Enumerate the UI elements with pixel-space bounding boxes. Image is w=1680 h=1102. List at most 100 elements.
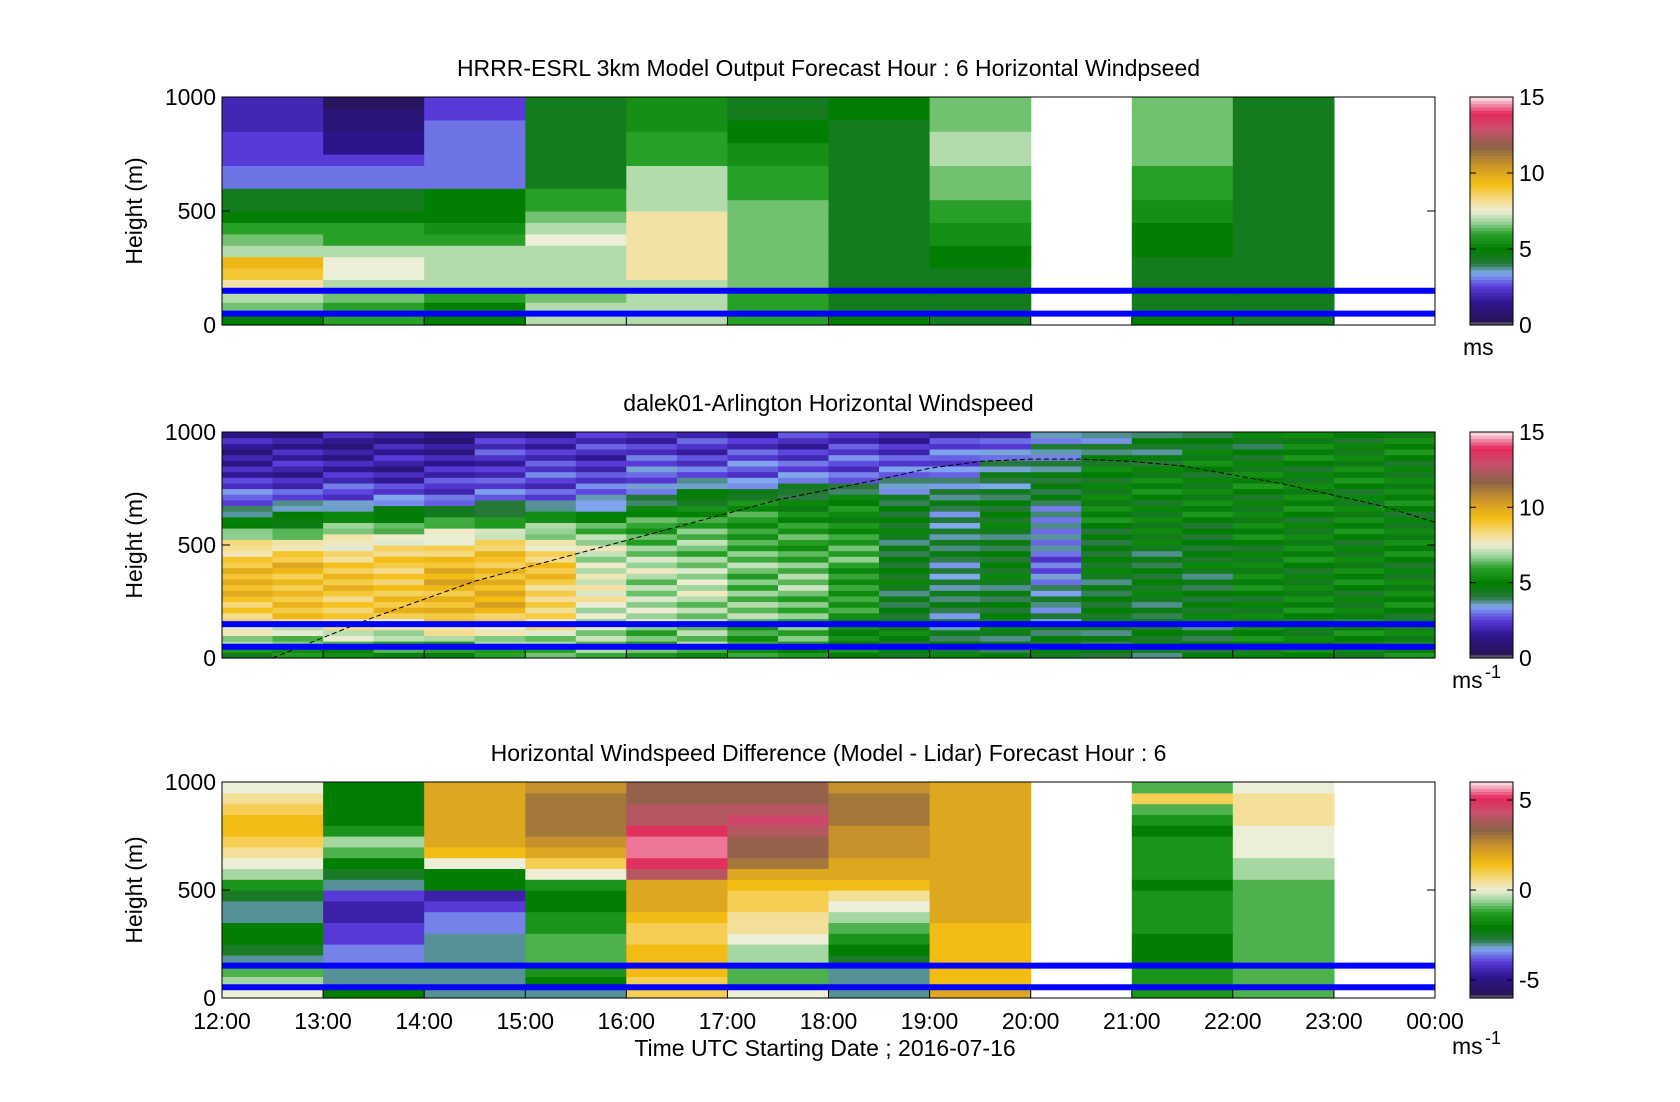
heatmap-cell xyxy=(626,545,678,552)
colorbar-swatch xyxy=(1470,899,1513,903)
heatmap-cell xyxy=(980,635,1032,642)
heatmap-cell xyxy=(727,601,779,608)
heatmap-cell xyxy=(929,477,981,484)
colorbar-swatch xyxy=(1470,233,1513,238)
heatmap-cell xyxy=(980,516,1032,523)
heatmap-cell xyxy=(1283,601,1335,608)
heatmap-cell xyxy=(373,584,425,591)
heatmap-cell xyxy=(1283,432,1335,439)
heatmap-cell xyxy=(575,646,627,653)
heatmap-cell xyxy=(828,448,880,456)
heatmap-cell xyxy=(1384,443,1436,450)
heatmap-cell xyxy=(575,567,627,574)
heatmap-cell xyxy=(525,505,577,512)
heatmap-cell xyxy=(373,505,425,512)
heatmap-cell xyxy=(1131,646,1183,653)
heatmap-cell xyxy=(373,494,425,501)
heatmap-cell xyxy=(879,505,931,512)
heatmap-cell xyxy=(626,624,678,631)
heatmap-cell xyxy=(424,578,476,586)
heatmap-cell xyxy=(424,814,526,826)
heatmap-cell xyxy=(1131,465,1183,473)
heatmap-cell xyxy=(727,119,830,132)
heatmap-cell xyxy=(1232,857,1335,869)
heatmap-cell xyxy=(879,465,931,473)
colorbar-swatch xyxy=(1470,162,1513,166)
heatmap-cell xyxy=(222,954,324,967)
colorbar-swatch xyxy=(1470,551,1513,556)
colorbar-swatch xyxy=(1470,214,1513,219)
heatmap-cell xyxy=(272,460,324,467)
heatmap-cell xyxy=(626,556,678,563)
heatmap-cell xyxy=(1232,154,1335,166)
heatmap-cell xyxy=(525,528,577,535)
heatmap-cell xyxy=(879,612,931,620)
heatmap-cell xyxy=(424,516,476,523)
heatmap-cell xyxy=(424,131,526,144)
heatmap-cell xyxy=(1283,573,1335,580)
heatmap-cell xyxy=(1131,482,1183,490)
heatmap-cell xyxy=(1182,460,1234,467)
heatmap-cell xyxy=(676,545,728,552)
colorbar-swatch xyxy=(1470,217,1513,222)
heatmap-cell xyxy=(474,635,526,642)
heatmap-cell xyxy=(525,482,577,490)
heatmap-cell xyxy=(1081,511,1133,518)
colorbar-swatch xyxy=(1470,119,1513,124)
heatmap-cell xyxy=(1333,562,1385,569)
heatmap-cell xyxy=(272,465,324,473)
heatmap-cell xyxy=(1081,443,1133,450)
colorbar-swatch xyxy=(1470,292,1513,297)
heatmap-cell xyxy=(1131,652,1183,659)
heatmap-cell xyxy=(980,477,1032,484)
heatmap-cell xyxy=(323,857,425,869)
heatmap-cell xyxy=(929,944,1032,956)
heatmap-cell xyxy=(727,211,830,223)
heatmap-cell xyxy=(1384,601,1436,608)
heatmap-cell xyxy=(828,488,880,495)
heatmap-cell xyxy=(879,601,931,608)
heatmap-cell xyxy=(575,573,627,580)
heatmap-cell xyxy=(828,471,880,478)
heatmap-cell xyxy=(525,573,577,580)
heatmap-cell xyxy=(272,448,324,456)
heatmap-cell xyxy=(676,465,728,473)
heatmap-cell xyxy=(1232,944,1335,956)
heatmap-cell xyxy=(828,533,880,540)
heatmap-cell xyxy=(272,562,324,569)
heatmap-cell xyxy=(424,188,526,201)
heatmap-cell xyxy=(1131,443,1183,450)
colorbar-swatch xyxy=(1470,256,1513,261)
heatmap-cell xyxy=(980,471,1032,478)
heatmap-cell xyxy=(222,567,274,574)
heatmap-cell xyxy=(828,550,880,557)
heatmap-cell xyxy=(1131,454,1183,461)
heatmap-cell xyxy=(626,482,678,490)
colorbar-swatch xyxy=(1470,905,1513,910)
heatmap-cell xyxy=(626,471,678,478)
colorbar-swatch xyxy=(1470,545,1513,549)
heatmap-cell xyxy=(1030,607,1082,614)
heatmap-cell xyxy=(1182,499,1234,506)
heatmap-cell xyxy=(424,528,476,535)
heatmap-cell xyxy=(1232,556,1284,563)
heatmap-cell xyxy=(1030,584,1082,591)
x-tick-labels: 12:00 13:00 14:00 15:00 16:00 17:00 18:00 19:00… xyxy=(193,1008,1464,1034)
heatmap-cell xyxy=(323,522,375,529)
heatmap-cell xyxy=(272,635,324,642)
colorbar-swatch xyxy=(1470,541,1513,546)
heatmap-cell xyxy=(828,987,931,999)
heatmap-cell xyxy=(1030,488,1082,495)
heatmap-cell xyxy=(323,590,375,597)
heatmap-cell xyxy=(1333,494,1385,501)
heatmap-cell xyxy=(222,573,274,580)
heatmap-cell xyxy=(828,511,880,518)
heatmap-cell xyxy=(727,154,830,166)
heatmap-cell xyxy=(1232,814,1335,826)
colorbar-swatch xyxy=(1470,782,1513,786)
colorbar-swatch xyxy=(1470,211,1513,215)
colorbar-swatch xyxy=(1470,499,1513,504)
heatmap-cell xyxy=(879,578,931,586)
heatmap-cell xyxy=(1131,900,1234,913)
